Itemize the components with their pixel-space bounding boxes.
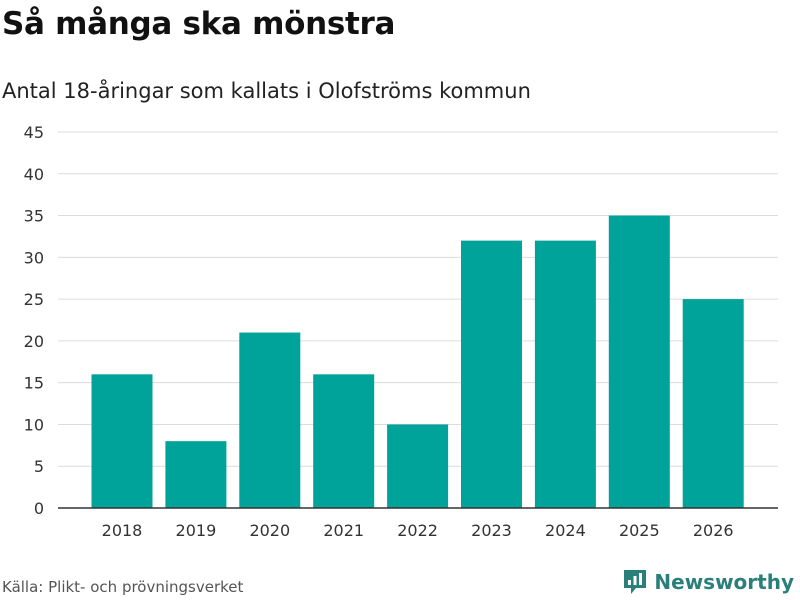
newsworthy-logo-icon bbox=[624, 570, 647, 594]
y-tick-label: 15 bbox=[24, 374, 44, 393]
chart-subtitle: Antal 18-åringar som kallats i Olofström… bbox=[2, 79, 531, 103]
x-tick-label: 2026 bbox=[693, 521, 734, 540]
bar-2020 bbox=[239, 332, 301, 508]
bar-2022 bbox=[387, 424, 449, 508]
y-axis-ticks: 0 5 10 15 20 25 30 35 40 45 bbox=[24, 123, 44, 518]
grid-lines bbox=[58, 131, 778, 467]
y-tick-label: 25 bbox=[24, 290, 44, 309]
chart-title: Så många ska mönstra bbox=[2, 6, 396, 42]
source-note: Källa: Plikt- och prövningsverket bbox=[2, 578, 244, 596]
y-tick-label: 0 bbox=[34, 499, 44, 518]
bar-2024 bbox=[534, 240, 596, 508]
x-tick-label: 2018 bbox=[102, 521, 143, 540]
bar-2021 bbox=[313, 374, 375, 508]
brand-logo: Newsworthy bbox=[622, 568, 794, 596]
x-tick-label: 2020 bbox=[249, 521, 290, 540]
bars bbox=[91, 215, 744, 509]
bar-2018 bbox=[91, 374, 153, 508]
y-tick-label: 30 bbox=[24, 248, 44, 267]
x-tick-label: 2024 bbox=[545, 521, 586, 540]
y-tick-label: 35 bbox=[24, 207, 44, 226]
y-tick-label: 40 bbox=[24, 165, 44, 184]
x-tick-label: 2025 bbox=[619, 521, 660, 540]
x-tick-label: 2022 bbox=[397, 521, 438, 540]
bar-2026 bbox=[682, 299, 744, 508]
x-tick-label: 2021 bbox=[323, 521, 364, 540]
y-tick-label: 10 bbox=[24, 415, 44, 434]
bar-2019 bbox=[165, 441, 227, 508]
x-axis-ticks: 2018 2019 2020 2021 2022 2023 2024 2025 2026 bbox=[102, 521, 734, 540]
x-tick-label: 2023 bbox=[471, 521, 512, 540]
x-tick-label: 2019 bbox=[176, 521, 217, 540]
bar-2025 bbox=[608, 215, 670, 509]
y-tick-label: 5 bbox=[34, 457, 44, 476]
y-tick-label: 45 bbox=[24, 123, 44, 142]
brand-name: Newsworthy bbox=[654, 570, 794, 594]
bar-2023 bbox=[461, 240, 522, 508]
y-tick-label: 20 bbox=[24, 332, 44, 351]
